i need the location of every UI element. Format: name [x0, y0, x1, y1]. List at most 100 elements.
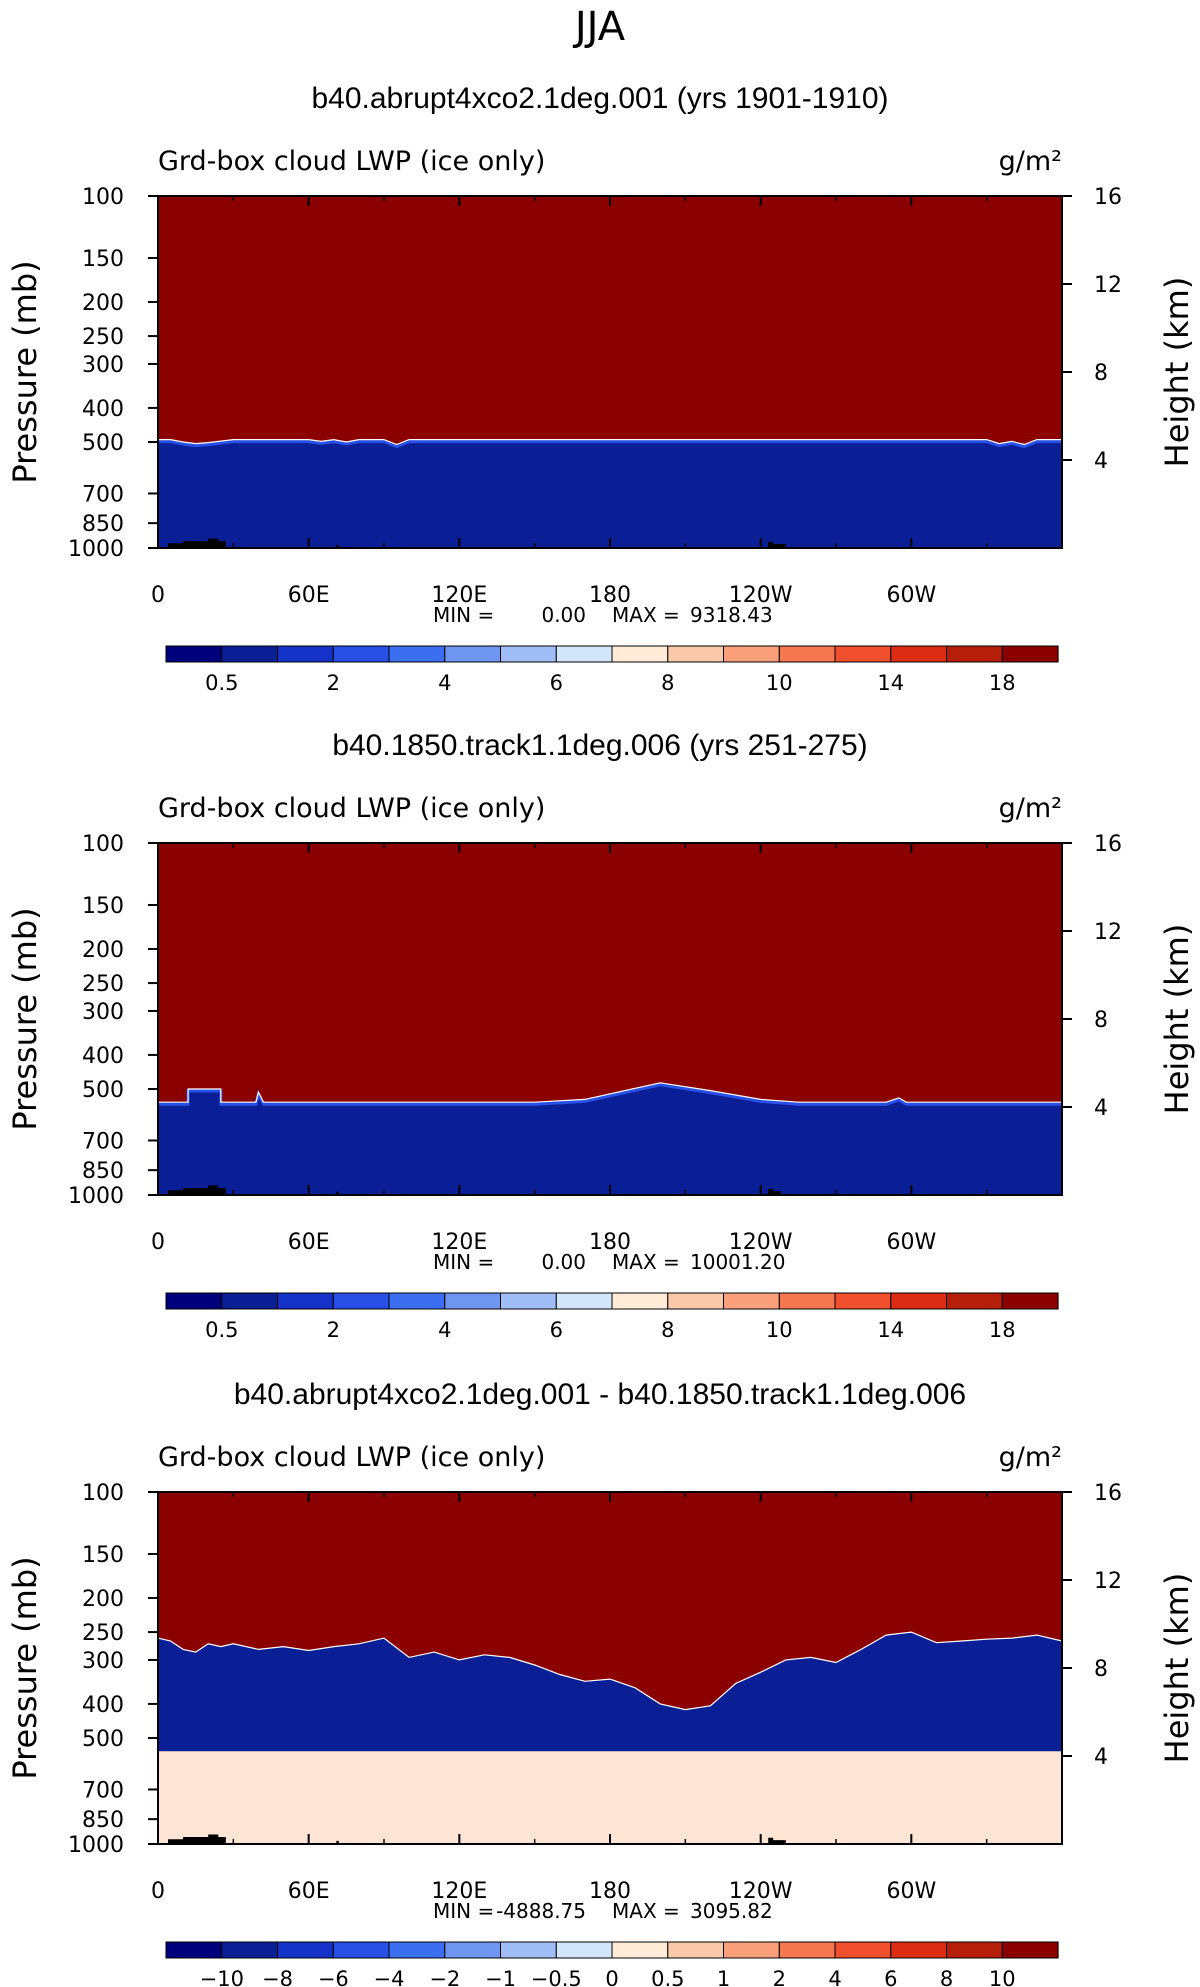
colorbar-cell: [555, 1941, 613, 1959]
min-label: MIN =: [433, 1899, 494, 1923]
colorbar-cell: [444, 1292, 502, 1310]
y-tick-label: 150: [82, 247, 124, 272]
max-value: 10001.20: [690, 1250, 785, 1274]
y-tick-label: 100: [82, 1481, 124, 1506]
panel-title: b40.abrupt4xco2.1deg.001 - b40.1850.trac…: [234, 1378, 966, 1411]
colorbar-label: 1: [717, 1967, 730, 1987]
colorbar-label: −8: [262, 1967, 293, 1987]
colorbar-label: 6: [550, 1318, 563, 1342]
colorbar-cell: [332, 1292, 390, 1310]
colorbar-cell: [165, 1292, 223, 1310]
x-tick-label: 180: [589, 1230, 631, 1255]
y-tick-label: 500: [82, 1727, 124, 1752]
field-label: Grd-box cloud LWP (ice only): [158, 793, 545, 824]
panel-3: b40.abrupt4xco2.1deg.001 - b40.1850.trac…: [6, 1378, 1196, 1987]
colorbar-label: 0.5: [651, 1967, 684, 1987]
colorbar-cell: [834, 1941, 892, 1959]
x-tick-label: 120E: [431, 1230, 487, 1255]
colorbar-cell: [778, 1292, 836, 1310]
colorbar: −10 −8 −6 −4 −2 −1 −0.5 0 0.5 1 2 4 6 8 10: [165, 1941, 1059, 1987]
x-tick-label: 60W: [886, 1879, 936, 1904]
x-tick-label: 60W: [886, 1230, 936, 1255]
colorbar-cell: [165, 1941, 223, 1959]
y-tick-label: 250: [82, 1621, 124, 1646]
colorbar-label: −1: [485, 1967, 516, 1987]
colorbar-cell: [444, 645, 502, 663]
colorbar-cell: [500, 1292, 557, 1310]
colorbar-cell: [221, 1941, 279, 1959]
right-tick-label: 16: [1094, 832, 1122, 857]
colorbar-cell: [332, 645, 390, 663]
y-axis-title: Pressure (mb): [6, 907, 44, 1130]
colorbar-cell: [555, 645, 613, 663]
field-label: Grd-box cloud LWP (ice only): [158, 1442, 545, 1473]
colorbar-label: 2: [773, 1967, 786, 1987]
x-tick-label: 60E: [288, 1879, 330, 1904]
min-value: 0.00: [541, 603, 586, 627]
colorbar-cell: [946, 645, 1003, 663]
transition-band: [158, 1083, 1062, 1106]
right-tick-label: 12: [1094, 273, 1122, 298]
x-tick-label: 120E: [431, 583, 487, 608]
colorbar-label: 18: [989, 671, 1016, 695]
max-label: MAX =: [612, 603, 680, 627]
units-label: g/m²: [999, 146, 1062, 177]
colorbar-label: 2: [327, 1318, 340, 1342]
right-axis-title: Height (km): [1158, 1573, 1196, 1764]
colorbar-cell: [165, 645, 223, 663]
y-tick-label: 500: [82, 431, 124, 456]
y-tick-label: 100: [82, 185, 124, 210]
units-label: g/m²: [999, 793, 1062, 824]
positive-upper-region: [158, 1492, 1062, 1710]
x-tick-label: 120W: [729, 1230, 793, 1255]
colorbar-cell: [500, 645, 557, 663]
x-tick-label: 180: [589, 583, 631, 608]
colorbar-label: 10: [766, 671, 793, 695]
colorbar-cell: [277, 1941, 334, 1959]
colorbar-cell: [555, 1292, 613, 1310]
y-tick-label: 850: [82, 1159, 124, 1184]
colorbar-label: 0.5: [205, 1318, 238, 1342]
max-label: MAX =: [612, 1899, 680, 1923]
colorbar-cell: [388, 1941, 446, 1959]
y-tick-label: 850: [82, 512, 124, 537]
colorbar-label: 10: [989, 1967, 1016, 1987]
colorbar-label: 2: [327, 671, 340, 695]
colorbar-label: 0.5: [205, 671, 238, 695]
y-tick-label: 400: [82, 397, 124, 422]
right-tick-label: 16: [1094, 185, 1122, 210]
colorbar-cell: [500, 1941, 557, 1959]
colorbar-cell: [723, 645, 780, 663]
x-tick-label: 120E: [431, 1879, 487, 1904]
zero-contour: [157, 1631, 1063, 1711]
y-axis-title: Pressure (mb): [6, 260, 44, 483]
colorbar-label: 14: [877, 671, 904, 695]
y-tick-label: 200: [82, 291, 124, 316]
y-tick-label: 400: [82, 1693, 124, 1718]
x-tick-label: 180: [589, 1879, 631, 1904]
colorbar-label: −2: [429, 1967, 460, 1987]
colorbar-label: 18: [989, 1318, 1016, 1342]
x-tick-label: 60E: [288, 583, 330, 608]
right-tick-label: 8: [1094, 361, 1108, 386]
colorbar-label: 14: [877, 1318, 904, 1342]
y-tick-label: 300: [82, 1000, 124, 1025]
right-tick-label: 8: [1094, 1008, 1108, 1033]
y-tick-label: 300: [82, 1649, 124, 1674]
y-tick-label: 200: [82, 938, 124, 963]
colorbar-cell: [444, 1941, 502, 1959]
colorbar-cell: [834, 645, 892, 663]
colorbar-cell: [946, 1292, 1003, 1310]
colorbar: 0.5 2 4 6 8 10 14 18: [165, 645, 1059, 695]
colorbar-cell: [778, 645, 836, 663]
y-tick-label: 250: [82, 972, 124, 997]
right-tick-label: 12: [1094, 920, 1122, 945]
colorbar-cell: [667, 1292, 725, 1310]
max-label: MAX =: [612, 1250, 680, 1274]
figure-title: JJA: [572, 4, 626, 50]
panel-title: b40.1850.track1.1deg.006 (yrs 251-275): [332, 729, 867, 762]
colorbar-cell: [388, 645, 446, 663]
colorbar-label: 4: [438, 671, 451, 695]
y-tick-label: 500: [82, 1078, 124, 1103]
y-tick-label: 200: [82, 1587, 124, 1612]
